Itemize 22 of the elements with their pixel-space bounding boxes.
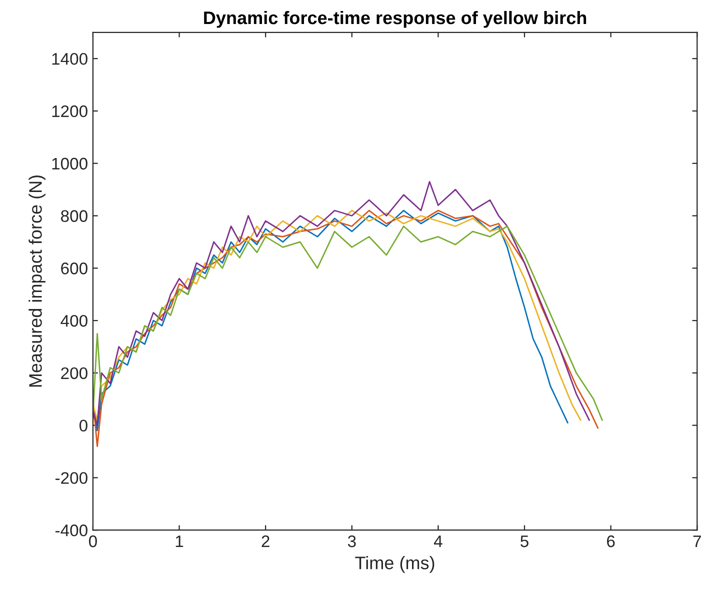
x-tick-label: 1 bbox=[176, 536, 184, 548]
y-tick-label: 200 bbox=[61, 367, 88, 380]
x-tick-label: 3 bbox=[348, 535, 356, 548]
x-axis-title: Time (ms) bbox=[355, 556, 434, 573]
x-tick-label: 0 bbox=[88, 535, 97, 548]
x-tick-label: 2 bbox=[262, 535, 270, 548]
x-tick-label: 7 bbox=[693, 536, 701, 548]
line-series bbox=[92, 181, 590, 426]
x-tick-label: 4 bbox=[434, 536, 442, 548]
y-tick-label: 800 bbox=[61, 210, 88, 222]
chart-title: Dynamic force-time response of yellow birch bbox=[204, 10, 586, 28]
y-tick-label: -200 bbox=[55, 472, 88, 484]
y-tick-label: 1200 bbox=[52, 105, 88, 118]
y-tick-label: 600 bbox=[61, 262, 88, 274]
y-tick-label: 0 bbox=[79, 420, 88, 432]
y-tick-label: -400 bbox=[55, 524, 88, 536]
y-tick-label: 1400 bbox=[52, 52, 88, 65]
x-tick-label: 6 bbox=[607, 535, 615, 548]
x-tick-label: 5 bbox=[520, 536, 528, 548]
y-tick-label: 400 bbox=[60, 314, 88, 327]
y-axis-title: Measured impact force (N) bbox=[28, 176, 46, 387]
y-tick-label: 1000 bbox=[52, 158, 88, 170]
